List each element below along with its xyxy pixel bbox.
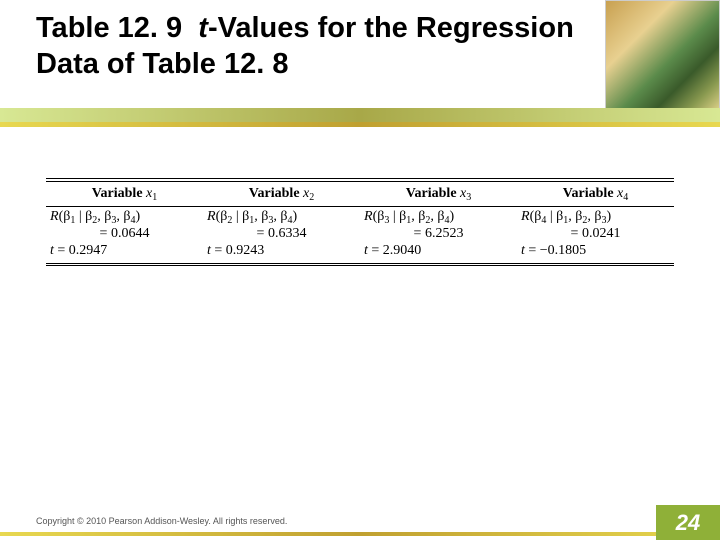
tvalues-table: Variable x1Variable x2Variable x3Variabl… [46,178,674,266]
page-number: 24 [676,510,700,536]
table-rule-top [46,178,674,179]
table-data-cell: R(β4 | β1, β2, β3)= 0.0241t = −0.1805 [517,207,674,259]
table-header-cell: Variable x3 [360,182,517,206]
title-italic: t [198,12,208,44]
slide: Table 12. 9 t-Values for the Regression … [0,0,720,540]
table-data-cell: R(β3 | β1, β2, β4)= 6.2523t = 2.9040 [360,207,517,259]
header-region: Table 12. 9 t-Values for the Regression … [0,0,720,130]
page-number-box: 24 [656,505,720,540]
table-header-cell: Variable x1 [46,182,203,206]
table-header-cell: Variable x4 [517,182,674,206]
footer: Copyright © 2010 Pearson Addison-Wesley.… [0,512,720,540]
table-rule-bottom [46,265,674,266]
copyright-text: Copyright © 2010 Pearson Addison-Wesley.… [36,516,287,526]
corner-decorative-image [605,0,720,115]
footer-rule [0,532,720,536]
page-title: Table 12. 9 t-Values for the Regression … [36,10,596,83]
header-bar-1 [0,108,720,122]
header-bar-2 [0,122,720,127]
table-header-cell: Variable x2 [203,182,360,206]
table-data-row: R(β1 | β2, β3, β4)= 0.0644t = 0.2947R(β2… [46,207,674,259]
title-prefix: Table 12. 9 [36,12,182,44]
table-header-row: Variable x1Variable x2Variable x3Variabl… [46,182,674,206]
table-data-cell: R(β2 | β1, β3, β4)= 0.6334t = 0.9243 [203,207,360,259]
table-data-cell: R(β1 | β2, β3, β4)= 0.0644t = 0.2947 [46,207,203,259]
table-rule-lower-thin [46,263,674,264]
